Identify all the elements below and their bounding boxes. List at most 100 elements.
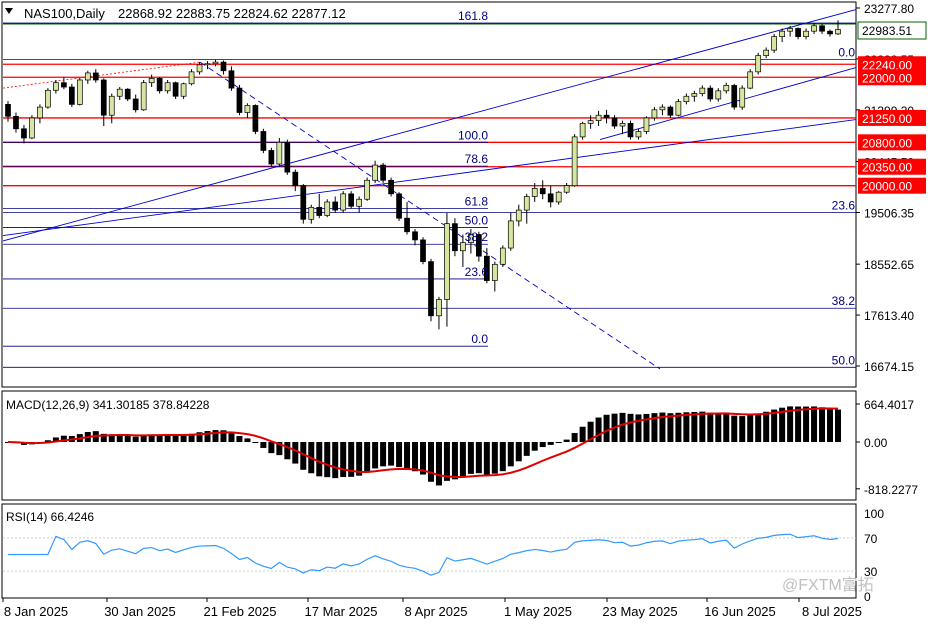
bull-candle [244, 105, 251, 113]
macd-bar [364, 442, 371, 473]
macd-bar [164, 434, 171, 442]
macd-bar [260, 442, 267, 448]
macd-pane-frame [1, 390, 857, 501]
bull-candle [635, 131, 642, 138]
rsi-label: RSI(14) 66.4246 [6, 510, 94, 524]
macd-bar [196, 432, 203, 442]
bull-candle [45, 89, 51, 108]
macd-bar [619, 412, 626, 442]
bear-candle [404, 217, 410, 233]
bull-candle [308, 207, 315, 220]
level-label: 22000.00 [862, 71, 912, 85]
bear-candle [124, 88, 131, 100]
macd-bar [499, 442, 506, 472]
fib-labels: 100.0 78.6 61.8 50.0 38.2 23.6 0.0 161.8 0.0 23.6… [458, 9, 855, 367]
macd-bar [132, 436, 139, 442]
macd-bar [587, 421, 594, 442]
macd-bar [739, 416, 746, 442]
bear-candle [476, 234, 482, 257]
bull-candle [763, 49, 770, 56]
macd-bar [212, 430, 219, 442]
macd-bar [388, 442, 395, 466]
bull-candle [76, 79, 83, 105]
macd-bar [795, 406, 802, 442]
fib-right-label: 38.2 [832, 294, 856, 308]
bear-candle [667, 106, 674, 116]
x-axis: 8 Jan 2025 30 Jan 2025 21 Feb 2025 17 Mar 2… [2, 598, 862, 619]
watermark: @FXTM富拓 [782, 576, 874, 594]
bull-candle [84, 72, 91, 81]
macd-bar [348, 442, 355, 477]
macd-bar [779, 407, 786, 442]
level-label: 22240.00 [862, 58, 912, 72]
macd-bar [547, 442, 554, 445]
macd-bar [595, 417, 602, 442]
x-axis-label: 17 Mar 2025 [305, 604, 378, 619]
bull-candle [356, 198, 363, 207]
support-trendline [599, 67, 857, 141]
level-label-box [858, 158, 926, 175]
bear-candle [428, 261, 434, 317]
rsi-tick-label: 0 [864, 590, 871, 604]
bull-candle [787, 28, 793, 32]
bull-candle [715, 90, 722, 100]
bear-candle [827, 30, 833, 35]
trendlines [2, 9, 857, 370]
bull-candle [148, 78, 155, 84]
bull-candle [595, 114, 602, 121]
bear-candle [268, 150, 275, 165]
macd-bar [396, 442, 403, 468]
level-label-box [858, 134, 926, 151]
bear-candle [68, 86, 75, 105]
bull-candle [276, 141, 283, 165]
level-label: 20800.00 [862, 136, 912, 150]
bear-candle [819, 25, 825, 32]
bear-candle [547, 193, 554, 203]
fib-right-label: 50.0 [832, 353, 856, 367]
bull-candle [460, 242, 466, 252]
macd-bar [244, 438, 251, 442]
bull-candle [364, 179, 370, 200]
macd-bar [451, 442, 458, 480]
bear-candle [260, 131, 267, 151]
fib-right-label: 161.8 [458, 9, 488, 23]
bull-candle [324, 201, 331, 216]
bull-candle [571, 136, 578, 187]
bull-candle [116, 88, 123, 97]
x-axis-label: 8 Jan 2025 [4, 604, 68, 619]
macd-bar [300, 442, 307, 470]
bear-candle [292, 171, 299, 187]
macd-bar [675, 412, 682, 442]
macd-bar [324, 442, 331, 478]
fib-left-label: 100.0 [458, 128, 488, 142]
macd-bar [108, 434, 115, 442]
bull-candle [507, 220, 514, 249]
macd-bar [204, 431, 211, 442]
bull-candle [180, 83, 187, 97]
bull-candle [444, 223, 450, 300]
bull-candle [436, 299, 442, 317]
bear-candle [483, 255, 490, 281]
macd-bar [571, 433, 578, 442]
macd-bar [268, 442, 275, 454]
bull-candle [188, 71, 195, 85]
bull-candle [108, 95, 115, 116]
bull-candle [140, 82, 147, 111]
fib-left-label: 38.2 [465, 230, 489, 244]
level-label: 20350.00 [862, 161, 912, 175]
bull-candle [803, 30, 809, 37]
dropdown-triangle-icon[interactable] [5, 8, 13, 14]
level-label-box [858, 56, 926, 73]
macd-bar [180, 435, 187, 442]
bull-candle [515, 209, 522, 222]
macd-bar [731, 415, 738, 442]
bear-candle [316, 207, 323, 216]
bear-candle [627, 123, 634, 138]
level-label: 20000.00 [862, 180, 912, 194]
macd-tick-label: 664.4017 [864, 398, 914, 412]
macd-bar [372, 442, 379, 469]
bear-candle [452, 223, 458, 252]
